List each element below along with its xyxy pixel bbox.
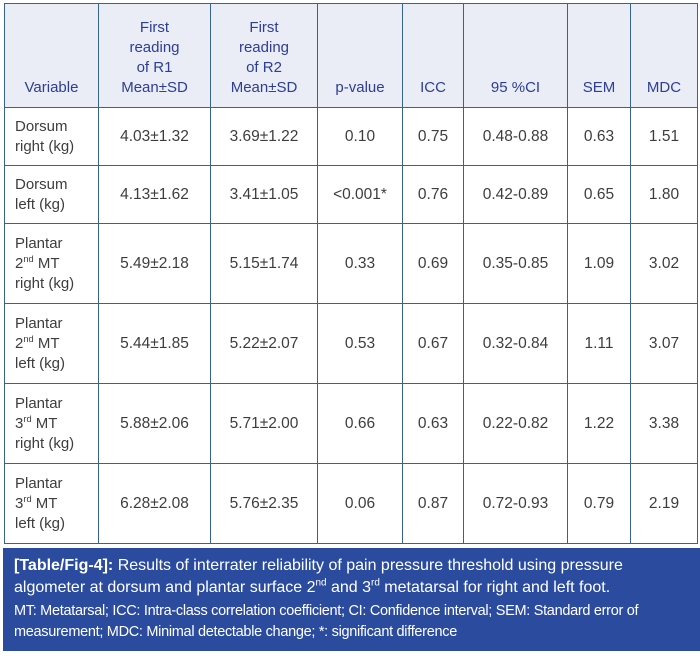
mdc-cell: 3.38	[630, 383, 698, 464]
ci-cell: 0.35-0.85	[463, 223, 568, 304]
sem-cell: 0.63	[567, 107, 631, 166]
p-cell: 0.10	[317, 107, 403, 166]
r2-cell: 5.22±2.07	[210, 303, 318, 384]
icc-cell: 0.63	[402, 383, 464, 464]
table-caption-text: Results of interrater reliability of pai…	[14, 557, 623, 596]
r1-cell: 4.13±1.62	[98, 165, 211, 224]
icc-cell: 0.67	[402, 303, 464, 384]
p-cell: 0.06	[317, 463, 403, 544]
table-caption-label: [Table/Fig-4]:	[14, 557, 114, 574]
table-row: Dorsum left (kg) 4.13±1.62 3.41±1.05 <0.001*…	[4, 165, 698, 224]
table-row: Plantar 3rd MT right (kg) 5.88±2.06 5.71±2.0…	[4, 383, 698, 464]
mdc-cell: 1.80	[630, 165, 698, 224]
ci-cell: 0.72-0.93	[463, 463, 568, 544]
mdc-cell: 1.51	[630, 107, 698, 166]
table-row: Plantar 2nd MT right (kg) 5.49±2.18 5.15±1.7…	[4, 223, 698, 304]
table-caption-band: [Table/Fig-4]: Results of interrater rel…	[3, 548, 700, 651]
table-caption: [Table/Fig-4]: Results of interrater rel…	[14, 555, 689, 598]
column-header-r2: First reading of R2 Mean±SD	[210, 3, 318, 108]
table-row: Plantar 2nd MT left (kg) 5.44±1.85 5.22±2.07…	[4, 303, 698, 384]
p-cell: 0.66	[317, 383, 403, 464]
r2-cell: 5.15±1.74	[210, 223, 318, 304]
ci-cell: 0.32-0.84	[463, 303, 568, 384]
p-cell: 0.53	[317, 303, 403, 384]
icc-cell: 0.75	[402, 107, 464, 166]
sem-cell: 0.79	[567, 463, 631, 544]
sem-cell: 0.65	[567, 165, 631, 224]
r2-cell: 5.76±2.35	[210, 463, 318, 544]
header-row: Variable First reading of R1 Mean±SD First rea…	[4, 3, 698, 108]
table-row: Dorsum right (kg) 4.03±1.32 3.69±1.22 0.10 0.…	[4, 107, 698, 166]
table-footnote: MT: Metatarsal; ICC: Intra-class correla…	[14, 603, 639, 640]
table-row: Plantar 3rd MT left (kg) 6.28±2.08 5.76±2.35…	[4, 463, 698, 544]
r2-cell: 5.71±2.00	[210, 383, 318, 464]
table-body: Dorsum right (kg) 4.03±1.32 3.69±1.22 0.10 0.…	[4, 107, 698, 544]
sem-cell: 1.22	[567, 383, 631, 464]
r2-cell: 3.69±1.22	[210, 107, 318, 166]
column-header-sem: SEM	[567, 3, 631, 108]
variable-cell: Plantar 3rd MT left (kg)	[4, 463, 99, 544]
variable-cell: Plantar 2nd MT left (kg)	[4, 303, 99, 384]
icc-cell: 0.87	[402, 463, 464, 544]
variable-cell: Dorsum left (kg)	[4, 165, 99, 224]
mdc-cell: 2.19	[630, 463, 698, 544]
ci-cell: 0.22-0.82	[463, 383, 568, 464]
ci-cell: 0.48-0.88	[463, 107, 568, 166]
column-header-variable: Variable	[4, 3, 99, 108]
mdc-cell: 3.02	[630, 223, 698, 304]
variable-cell: Plantar 2nd MT right (kg)	[4, 223, 99, 304]
variable-cell: Plantar 3rd MT right (kg)	[4, 383, 99, 464]
p-cell: 0.33	[317, 223, 403, 304]
column-header-icc: ICC	[402, 3, 464, 108]
column-header-mdc: MDC	[630, 3, 698, 108]
column-header-r1: First reading of R1 Mean±SD	[98, 3, 211, 108]
r1-cell: 6.28±2.08	[98, 463, 211, 544]
ci-cell: 0.42-0.89	[463, 165, 568, 224]
r1-cell: 5.44±1.85	[98, 303, 211, 384]
results-table: Variable First reading of R1 Mean±SD First rea…	[4, 3, 698, 544]
column-header-ci: 95 %CI	[463, 3, 568, 108]
p-cell: <0.001*	[317, 165, 403, 224]
mdc-cell: 3.07	[630, 303, 698, 384]
r1-cell: 5.49±2.18	[98, 223, 211, 304]
variable-cell: Dorsum right (kg)	[4, 107, 99, 166]
r1-cell: 4.03±1.32	[98, 107, 211, 166]
column-header-p: p-value	[317, 3, 403, 108]
icc-cell: 0.76	[402, 165, 464, 224]
r2-cell: 3.41±1.05	[210, 165, 318, 224]
sem-cell: 1.09	[567, 223, 631, 304]
r1-cell: 5.88±2.06	[98, 383, 211, 464]
icc-cell: 0.69	[402, 223, 464, 304]
sem-cell: 1.11	[567, 303, 631, 384]
table-header: Variable First reading of R1 Mean±SD First rea…	[4, 3, 698, 108]
